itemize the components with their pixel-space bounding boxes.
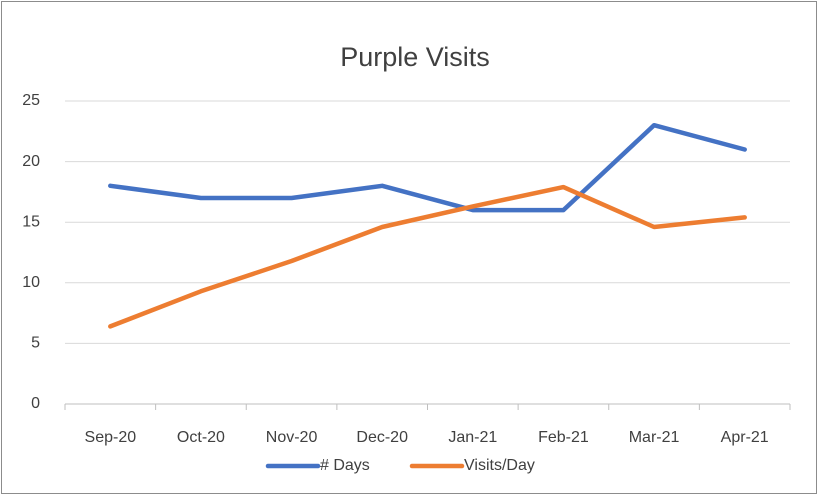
x-tick-label: Jan-21 [448, 429, 497, 446]
legend-label: Visits/Day [464, 457, 535, 474]
y-tick-label: 25 [22, 92, 40, 109]
x-tick-label: Feb-21 [538, 429, 589, 446]
series-line [108, 184, 747, 329]
y-tick-label: 5 [31, 335, 40, 352]
y-tick-label: 0 [31, 395, 40, 412]
series-line [108, 122, 747, 213]
y-tick-label: 10 [22, 274, 40, 291]
chart-title: Purple Visits [340, 42, 490, 72]
x-tick-label: Mar-21 [629, 429, 680, 446]
x-tick-label: Dec-20 [356, 429, 408, 446]
x-tick-label: Nov-20 [266, 429, 318, 446]
x-tick-label: Apr-21 [721, 429, 769, 446]
legend-label: # Days [320, 457, 370, 474]
x-tick-label: Oct-20 [177, 429, 225, 446]
y-tick-label: 20 [22, 153, 40, 170]
x-tick-label: Sep-20 [85, 429, 137, 446]
y-tick-label: 15 [22, 213, 40, 230]
